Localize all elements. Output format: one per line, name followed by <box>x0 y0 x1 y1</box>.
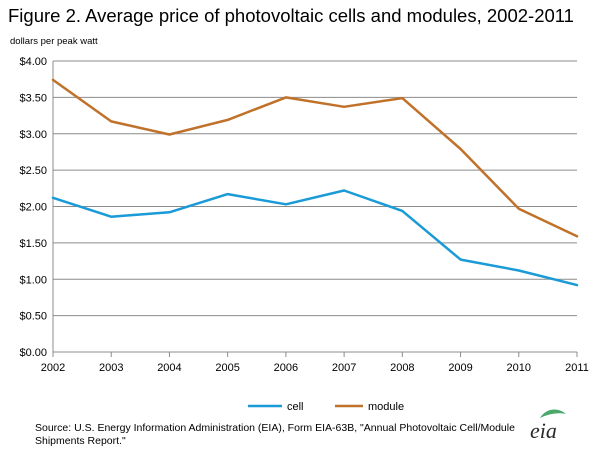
chart-title: Figure 2. Average price of photovoltaic … <box>8 5 574 26</box>
y-tick-label: $3.50 <box>19 92 47 104</box>
y-tick-label: $3.00 <box>19 129 47 141</box>
x-tick-label: 2006 <box>274 362 298 374</box>
y-tick-label: $0.50 <box>19 311 47 323</box>
x-tick-label: 2007 <box>332 362 356 374</box>
y-tick-label: $2.50 <box>19 165 47 177</box>
eia-logo-text: eia <box>530 418 557 443</box>
x-tick-labels: 2002 2003 2004 2005 2006 2007 2008 2009 2010 2011 <box>41 362 589 374</box>
series-lines <box>51 78 579 287</box>
x-tick-label: 2005 <box>215 362 239 374</box>
source-note: Source: U.S. Energy Information Administ… <box>35 422 515 447</box>
x-tick-label: 2009 <box>448 362 472 374</box>
series-line-module <box>51 78 579 238</box>
x-tick-label: 2008 <box>390 362 414 374</box>
x-tick-label: 2003 <box>99 362 123 374</box>
axes <box>52 61 578 357</box>
eia-logo: eia <box>530 409 566 443</box>
legend-label-cell: cell <box>287 401 304 413</box>
legend: cell module <box>248 401 404 413</box>
y-tick-labels: $0.00 $0.50 $1.00 $1.50 $2.00 $2.50 $3.00 $3.50… <box>19 56 47 359</box>
series-line-cell <box>51 189 579 287</box>
legend-label-module: module <box>368 401 404 413</box>
y-tick-label: $1.50 <box>19 238 47 250</box>
y-tick-label: $1.00 <box>19 274 47 286</box>
y-tick-label: $2.00 <box>19 202 47 214</box>
gridlines <box>53 60 577 317</box>
y-axis-unit-label: dollars per peak watt <box>10 36 98 47</box>
x-tick-label: 2010 <box>507 362 531 374</box>
y-tick-label: $0.00 <box>19 347 47 359</box>
eia-logo-leaf-icon <box>540 409 566 418</box>
y-tick-label: $4.00 <box>19 56 47 68</box>
x-tick-label: 2011 <box>565 362 589 374</box>
x-tick-label: 2002 <box>41 362 65 374</box>
x-tick-label: 2004 <box>157 362 181 374</box>
